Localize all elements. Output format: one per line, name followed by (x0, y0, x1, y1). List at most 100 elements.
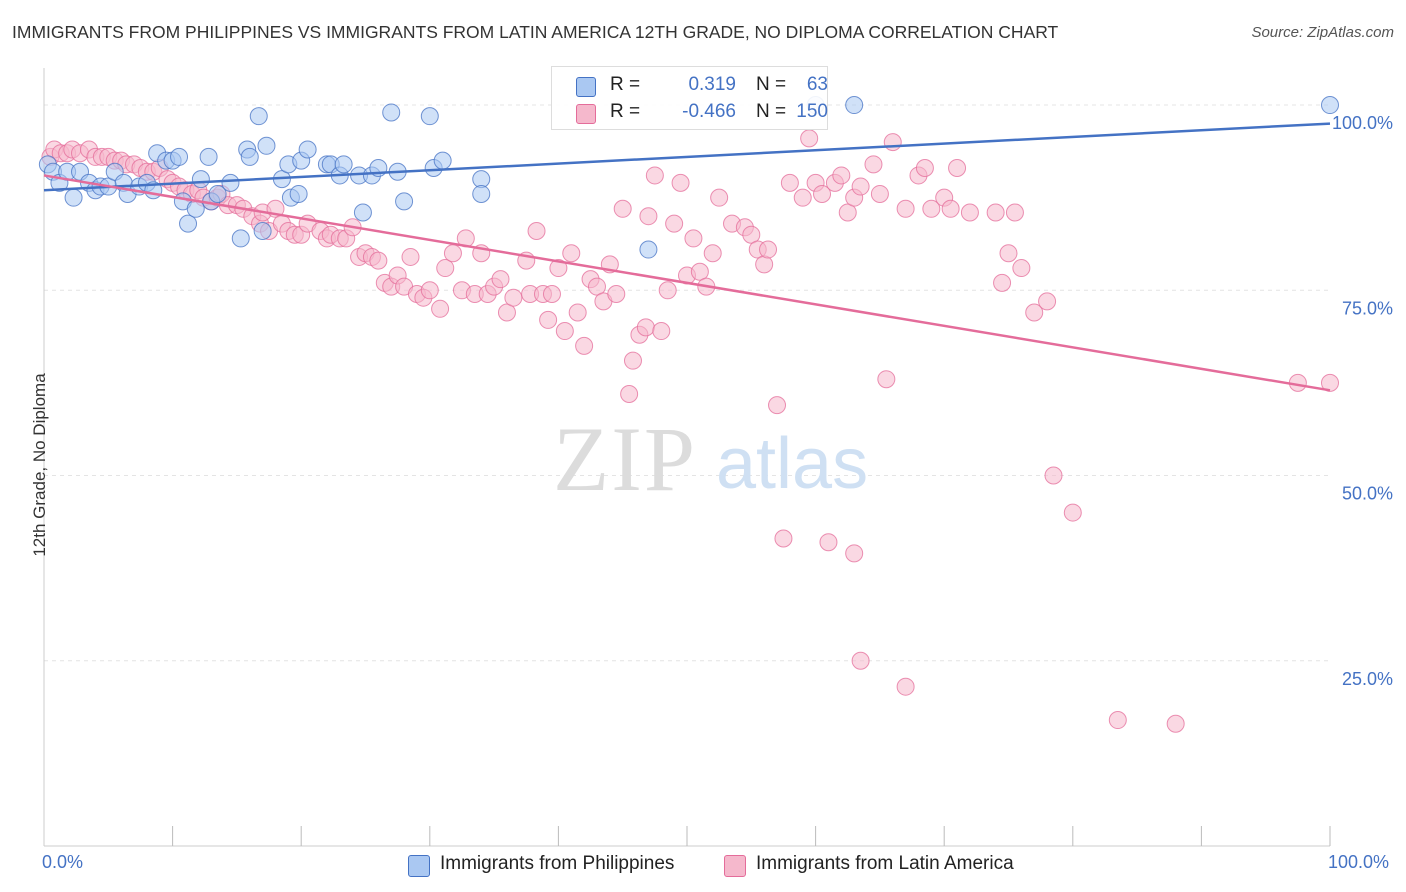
point-philippines (334, 155, 353, 174)
legend-r-label: R = (610, 101, 641, 122)
point-latin-america (652, 322, 671, 341)
legend-r-value-philippines: 0.319 (688, 74, 736, 95)
point-latin-america (665, 214, 684, 233)
source-label: Source: ZipAtlas.com (1251, 24, 1394, 41)
watermark: ZIP atlas (553, 408, 868, 510)
point-latin-america (896, 677, 915, 696)
point-latin-america (684, 229, 703, 248)
y-axis-label: 12th Grade, No Diploma (30, 373, 49, 557)
point-latin-america (883, 133, 902, 152)
point-latin-america (620, 385, 639, 404)
point-latin-america (436, 259, 455, 278)
point-latin-america (948, 159, 967, 178)
point-latin-america (1044, 466, 1063, 485)
x-axis-ticks (172, 826, 1331, 846)
legend-r-value-latin-america: -0.466 (682, 101, 736, 122)
point-latin-america (800, 129, 819, 148)
point-latin-america (1063, 503, 1082, 522)
point-latin-america (607, 284, 626, 303)
point-latin-america (915, 159, 934, 178)
point-latin-america (690, 262, 709, 281)
point-philippines (221, 173, 240, 192)
point-latin-america (819, 533, 838, 552)
point-latin-america (431, 299, 450, 318)
point-latin-america (555, 322, 574, 341)
x-tick-label-min: 0.0% (42, 852, 84, 872)
point-philippines (289, 184, 308, 203)
point-philippines (395, 192, 414, 211)
point-latin-america (832, 166, 851, 185)
point-philippines (199, 147, 218, 166)
point-latin-america (993, 273, 1012, 292)
point-latin-america (420, 281, 439, 300)
point-latin-america (527, 222, 546, 241)
point-latin-america (671, 173, 690, 192)
point-latin-america (851, 651, 870, 670)
legend-marker-philippines (408, 855, 430, 877)
point-latin-america (864, 155, 883, 174)
point-latin-america (870, 184, 889, 203)
point-philippines (208, 184, 227, 203)
point-latin-america (443, 244, 462, 263)
point-latin-america (941, 199, 960, 218)
y-tick-label: 50.0% (1342, 484, 1393, 504)
point-latin-america (369, 251, 388, 270)
point-latin-america (780, 173, 799, 192)
point-latin-america (587, 277, 606, 296)
watermark-atlas: atlas (716, 424, 868, 504)
point-philippines (253, 222, 272, 241)
point-philippines (639, 240, 658, 259)
point-latin-america (549, 259, 568, 278)
point-philippines (353, 203, 372, 222)
point-latin-america (813, 184, 832, 203)
point-latin-america (922, 199, 941, 218)
point-latin-america (1321, 373, 1339, 392)
point-latin-america (999, 244, 1018, 263)
legend-swatch-latin-america (576, 104, 596, 124)
point-latin-america (491, 270, 510, 289)
point-latin-america (703, 244, 722, 263)
point-latin-america (768, 396, 787, 415)
stats-legend: R = 0.319 N = 63 R = -0.466 N = 150 (551, 66, 828, 130)
legend-n-label: N = (756, 101, 787, 122)
chart-title: IMMIGRANTS FROM PHILIPPINES VS IMMIGRANT… (12, 22, 1059, 42)
legend-n-value-latin-america: 150 (796, 101, 828, 122)
trend-line-philippines (43, 122, 1331, 192)
series-philippines-points (38, 96, 1339, 259)
legend-n-label: N = (756, 74, 787, 95)
series-legend: Immigrants from Philippines Immigrants f… (0, 853, 1406, 879)
point-latin-america (877, 370, 896, 389)
point-philippines (420, 107, 439, 126)
point-philippines (231, 229, 250, 248)
point-latin-america (504, 288, 523, 307)
point-latin-america (851, 177, 870, 196)
point-philippines (179, 214, 198, 233)
point-latin-america (401, 247, 420, 266)
point-latin-america (1038, 292, 1057, 311)
point-latin-america (838, 203, 857, 222)
legend-label-philippines: Immigrants from Philippines (440, 853, 675, 874)
point-philippines (472, 184, 491, 203)
point-philippines (433, 151, 452, 170)
point-latin-america (636, 318, 655, 337)
point-latin-america (1108, 711, 1127, 730)
point-philippines (170, 147, 189, 166)
point-latin-america (1005, 203, 1024, 222)
point-latin-america (562, 244, 581, 263)
y-axis-tick-labels: 25.0% 50.0% 75.0% 100.0% (1332, 113, 1393, 689)
watermark-zip: ZIP (553, 408, 697, 510)
y-tick-label: 25.0% (1342, 669, 1393, 689)
point-philippines (845, 96, 864, 115)
x-tick-label-max: 100.0% (1328, 852, 1390, 872)
legend-r-label: R = (610, 74, 641, 95)
point-philippines (298, 140, 317, 159)
y-tick-label: 100.0% (1332, 113, 1393, 133)
point-latin-america (1012, 259, 1031, 278)
point-latin-america (575, 336, 594, 355)
point-philippines (240, 147, 259, 166)
legend-swatch-philippines (576, 77, 596, 97)
point-philippines (191, 170, 210, 189)
point-philippines (257, 136, 276, 155)
point-latin-america (755, 255, 774, 274)
